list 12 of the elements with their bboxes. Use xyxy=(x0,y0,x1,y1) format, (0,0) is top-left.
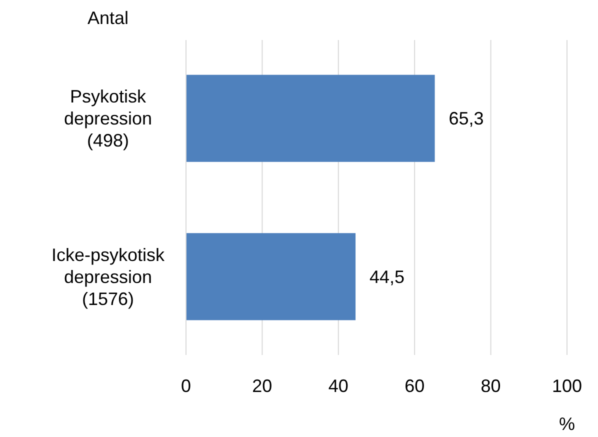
x-axis-title: % xyxy=(558,414,576,434)
y-tick-label: Icke-psykotisk depression (1576) xyxy=(51,244,166,309)
x-tick-label: 60 xyxy=(404,376,425,396)
data-label: 65,3 xyxy=(448,108,484,129)
data-label: 44,5 xyxy=(370,266,405,287)
x-tick-label: 0 xyxy=(180,376,192,396)
x-tick-label: 100 xyxy=(552,376,582,396)
x-tick-label: 40 xyxy=(328,376,348,396)
x-tick-label: 20 xyxy=(252,376,272,396)
x-tick-label: 80 xyxy=(480,376,501,396)
y-axis-title: Antal xyxy=(87,8,129,28)
y-tick-label: Psykotisk depression (498) xyxy=(64,86,152,151)
